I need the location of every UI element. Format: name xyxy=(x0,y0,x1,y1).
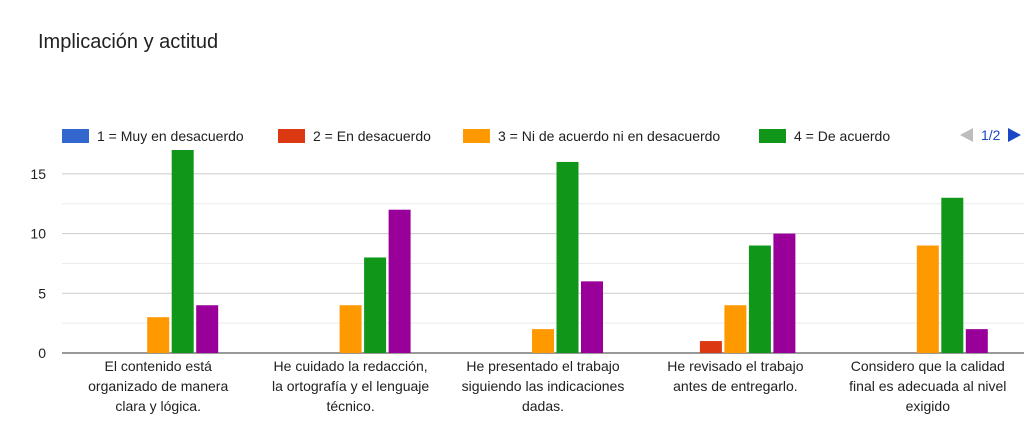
bar xyxy=(724,305,747,353)
y-tick-label: 10 xyxy=(30,226,46,242)
bar xyxy=(388,209,411,353)
bar xyxy=(147,317,170,353)
legend-swatch-4 xyxy=(759,129,786,143)
x-category-label: dadas. xyxy=(522,398,564,414)
bar xyxy=(532,329,554,353)
bar xyxy=(916,245,939,353)
x-category-label: He presentado el trabajo xyxy=(466,358,620,374)
legend-item-3[interactable]: 3 = Ni de acuerdo ni en desacuerdo xyxy=(463,128,720,144)
x-category-label: clara y lógica. xyxy=(115,398,201,414)
bar xyxy=(196,305,219,353)
legend-label-4: 4 = De acuerdo xyxy=(794,128,891,144)
x-category-label: exigido xyxy=(906,398,951,414)
legend-item-4[interactable]: 4 = De acuerdo xyxy=(759,128,890,144)
x-category-label: técnico. xyxy=(326,398,374,414)
x-category-label: siguiendo las indicaciones xyxy=(462,378,625,394)
x-category-label: antes de entregarlo. xyxy=(673,378,798,394)
y-tick-label: 0 xyxy=(38,345,46,361)
bar xyxy=(699,341,722,353)
x-category-label: la ortografía y el lenguaje xyxy=(272,378,429,394)
legend-label-1: 1 = Muy en desacuerdo xyxy=(97,128,244,144)
bar xyxy=(171,150,194,353)
bar xyxy=(965,329,988,353)
x-category-label: organizado de manera xyxy=(88,378,228,394)
bar xyxy=(339,305,362,353)
bar xyxy=(748,245,771,353)
x-category-label: final es adecuada al nivel xyxy=(849,378,1006,394)
x-category-label: He revisado el trabajo xyxy=(667,358,803,374)
y-tick-label: 5 xyxy=(38,285,46,301)
chart-title: Implicación y actitud xyxy=(38,31,219,53)
legend-swatch-1 xyxy=(62,129,89,143)
bar xyxy=(364,257,387,353)
bar xyxy=(773,233,796,353)
y-tick-label: 15 xyxy=(30,166,46,182)
legend-item-2[interactable]: 2 = En desacuerdo xyxy=(278,128,431,144)
bar xyxy=(556,161,579,353)
legend-item-1[interactable]: 1 = Muy en desacuerdo xyxy=(62,128,244,144)
x-category-label: El contenido está xyxy=(104,358,212,374)
legend-label-3: 3 = Ni de acuerdo ni en desacuerdo xyxy=(498,128,721,144)
x-category-label: He cuidado la redacción, xyxy=(274,358,428,374)
bar xyxy=(941,197,964,353)
bar xyxy=(581,281,603,353)
legend-swatch-3 xyxy=(463,129,490,143)
legend-label-2: 2 = En desacuerdo xyxy=(313,128,431,144)
legend-swatch-2 xyxy=(278,129,305,143)
x-category-label: Considero que la calidad xyxy=(851,358,1005,374)
